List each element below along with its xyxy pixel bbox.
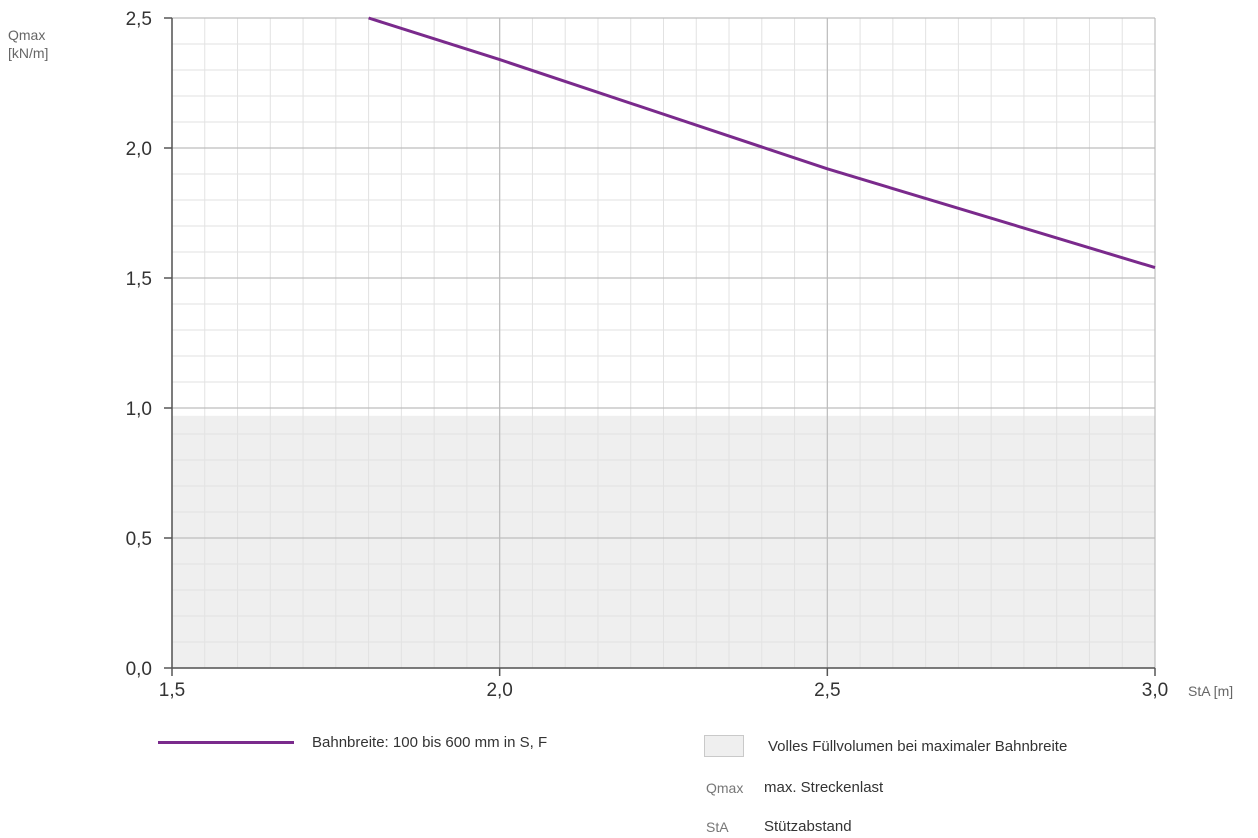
abbr-sta-desc: Stützabstand <box>764 818 852 835</box>
series-line <box>368 16 1156 270</box>
y-tick-label: 1,0 <box>126 399 152 420</box>
legend-shaded-swatch <box>704 735 744 757</box>
y-tick-label: 2,5 <box>126 9 152 30</box>
y-axis-title-line1: Qmax <box>8 27 46 43</box>
legend-series-label: Bahnbreite: 100 bis 600 mm in S, F <box>312 734 548 751</box>
legend-item-series: Bahnbreite: 100 bis 600 mm in S, F <box>158 734 547 751</box>
legend-abbr-qmax: Qmax max. Streckenlast <box>706 779 883 796</box>
x-axis-title: StA [m] <box>1188 683 1233 699</box>
abbr-qmax-desc: max. Streckenlast <box>764 779 884 796</box>
x-tick-label: 2,0 <box>486 680 512 700</box>
y-axis-title-line2: [kN/m] <box>8 45 49 61</box>
x-tick-label: 1,5 <box>159 680 185 700</box>
abbr-qmax: Qmax <box>706 779 744 796</box>
y-tick-label: 0,0 <box>126 659 152 680</box>
y-tick-label: 2,0 <box>126 139 152 160</box>
x-tick-label: 3,0 <box>1142 680 1168 700</box>
legend-line-swatch <box>158 741 294 744</box>
legend-shaded-label: Volles Füllvolumen bei maximaler Bahnbre… <box>768 737 1068 755</box>
legend-item-shaded: Volles Füllvolumen bei maximaler Bahnbre… <box>704 735 1067 757</box>
x-tick-label: 2,5 <box>814 680 840 700</box>
chart-canvas: 0,0 0,5 1,0 1,5 2,0 2,5 1,5 2,0 2,5 3,0 StA [m] <box>126 9 1234 700</box>
legend-abbr-sta: StA Stützabstand <box>706 818 852 835</box>
y-axis-title: Qmax [kN/m] <box>8 26 48 62</box>
y-tick-label: 0,5 <box>126 529 152 550</box>
y-tick-label: 1,5 <box>126 269 152 290</box>
abbr-sta: StA <box>706 818 729 835</box>
